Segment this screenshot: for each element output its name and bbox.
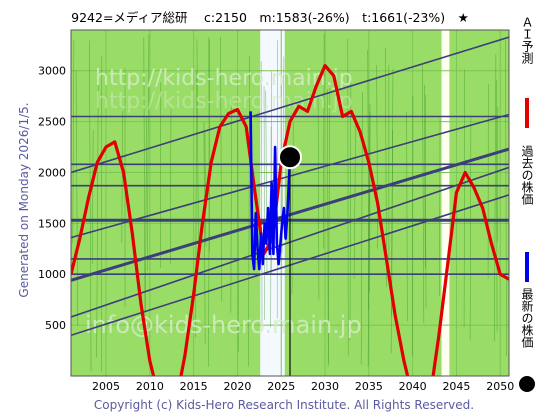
legend-label: 最新の株価 xyxy=(520,288,534,348)
y-tick-label: 2000 xyxy=(38,166,66,179)
background-trace xyxy=(208,37,210,252)
background-trace xyxy=(424,84,426,268)
y-tick-label: 2500 xyxy=(38,116,66,129)
y-tick-label: 3000 xyxy=(38,65,66,78)
series-line-past-price xyxy=(249,111,292,271)
background-trace xyxy=(424,94,427,309)
x-tick-label: 2020 xyxy=(223,380,251,393)
background-trace xyxy=(146,34,150,271)
background-trace xyxy=(260,61,263,326)
watermark-layer: http://kids-hero.main.jp http://kids-her… xyxy=(85,66,362,339)
background-trace xyxy=(248,55,251,367)
latest-price-layer xyxy=(278,145,302,376)
background-trace xyxy=(237,120,239,353)
background-trace xyxy=(203,121,206,344)
legend-label: 過去の株価 xyxy=(520,145,534,205)
background-trace xyxy=(367,49,370,311)
background-trace xyxy=(196,39,199,259)
background-trace xyxy=(422,65,425,324)
background-trace xyxy=(263,86,265,320)
plot-frame xyxy=(70,29,510,377)
background-trace xyxy=(143,37,146,321)
background-trace xyxy=(376,65,378,249)
background-trace xyxy=(220,36,223,302)
generated-date-label: Generated on Monday 2026/1/5. xyxy=(17,102,31,297)
x-axis: 2005 2010 2015 2020 2025 2030 2035 2040 2045 2050 xyxy=(92,380,514,393)
series-line-ai-forecast xyxy=(71,63,509,376)
copyright-text: Copyright (c) Kids-Hero Research Institu… xyxy=(94,398,474,412)
background-trace xyxy=(72,39,75,244)
x-tick-label: 2010 xyxy=(136,380,164,393)
background-trace xyxy=(75,69,79,326)
series-layer xyxy=(71,63,509,376)
background-trace xyxy=(367,104,371,367)
background-trace xyxy=(505,39,507,357)
trend-line xyxy=(71,36,509,174)
background-trace xyxy=(230,97,232,313)
background-trace xyxy=(406,111,408,322)
y-tick-label: 500 xyxy=(45,319,66,332)
background-trace xyxy=(195,70,197,338)
background-trace xyxy=(317,97,320,300)
legend-label: ＡＩ予測 xyxy=(520,16,534,65)
background-trace xyxy=(91,129,94,265)
x-tick-label: 2050 xyxy=(486,380,514,393)
x-tick-label: 2040 xyxy=(399,380,427,393)
legend-dot-swatch xyxy=(519,376,535,392)
x-tick-label: 2035 xyxy=(355,380,383,393)
latest-price-dot xyxy=(278,145,302,170)
background-trace xyxy=(89,40,92,372)
background-trace xyxy=(353,123,356,279)
background-trace xyxy=(204,131,207,247)
background-trace xyxy=(349,79,352,341)
x-tick-label: 2030 xyxy=(311,380,339,393)
background-trace xyxy=(327,88,331,367)
background-trace xyxy=(327,89,329,363)
chart-title: 9242=メディア総研 c:2150 m:1583(-26%) t:1661(-… xyxy=(71,10,469,25)
background-trace xyxy=(439,117,441,296)
x-tick-label: 2015 xyxy=(180,380,208,393)
highlight-band xyxy=(441,30,450,376)
watermark-email: info@kids-hero.main.jp xyxy=(85,311,362,339)
background-trace xyxy=(385,48,387,288)
watermark-text: http://kids-hero.main.jp xyxy=(95,66,353,91)
background-trace xyxy=(496,80,498,332)
background-trace xyxy=(169,108,172,265)
y-axis: 500 1000 1500 2000 2500 3000 xyxy=(38,65,66,332)
x-tick-label: 2045 xyxy=(442,380,470,393)
x-tick-label: 2025 xyxy=(267,380,295,393)
background-trace xyxy=(494,54,497,342)
y-tick-label: 1000 xyxy=(38,268,66,281)
background-trace xyxy=(96,72,99,358)
y-tick-label: 1500 xyxy=(38,217,66,230)
background-trace xyxy=(469,117,472,341)
x-tick-label: 2005 xyxy=(92,380,120,393)
background-trace xyxy=(463,69,466,328)
